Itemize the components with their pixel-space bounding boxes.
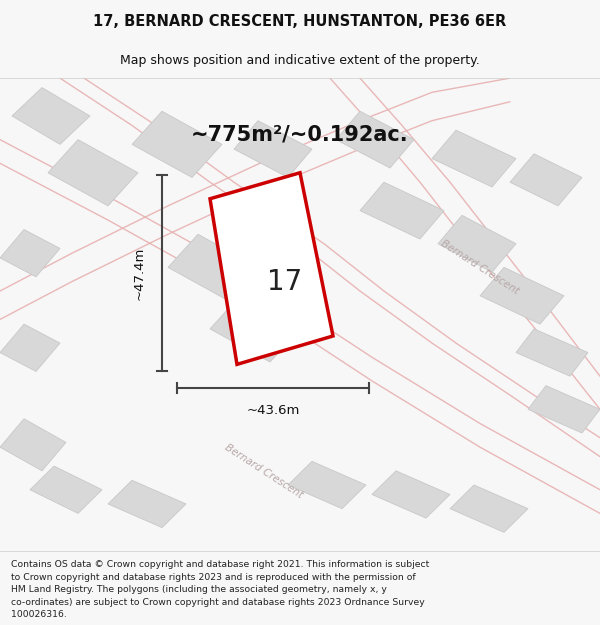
Polygon shape — [450, 485, 528, 532]
Polygon shape — [510, 154, 582, 206]
Text: ~47.4m: ~47.4m — [133, 247, 146, 300]
Text: Map shows position and indicative extent of the property.: Map shows position and indicative extent… — [120, 54, 480, 68]
Text: 17: 17 — [268, 268, 302, 296]
Polygon shape — [48, 139, 138, 206]
Polygon shape — [168, 234, 258, 301]
Text: Contains OS data © Crown copyright and database right 2021. This information is : Contains OS data © Crown copyright and d… — [11, 560, 429, 619]
Polygon shape — [30, 466, 102, 513]
Polygon shape — [528, 386, 600, 433]
Polygon shape — [132, 111, 222, 178]
Text: Bernard Crescent: Bernard Crescent — [223, 442, 305, 500]
Polygon shape — [12, 88, 90, 144]
Text: ~775m²/~0.192ac.: ~775m²/~0.192ac. — [191, 125, 409, 145]
Text: ~43.6m: ~43.6m — [247, 404, 299, 418]
Polygon shape — [360, 182, 444, 239]
Text: 17, BERNARD CRESCENT, HUNSTANTON, PE36 6ER: 17, BERNARD CRESCENT, HUNSTANTON, PE36 6… — [94, 14, 506, 29]
Polygon shape — [0, 229, 60, 277]
Polygon shape — [108, 480, 186, 528]
Text: Bernard Crescent: Bernard Crescent — [439, 238, 521, 296]
Polygon shape — [516, 329, 588, 376]
Polygon shape — [372, 471, 450, 518]
Polygon shape — [210, 173, 333, 364]
Polygon shape — [480, 268, 564, 324]
Polygon shape — [336, 111, 414, 168]
Polygon shape — [288, 461, 366, 509]
Polygon shape — [210, 296, 300, 362]
Polygon shape — [0, 324, 60, 371]
Polygon shape — [438, 216, 516, 272]
Polygon shape — [432, 130, 516, 187]
Polygon shape — [234, 121, 312, 177]
Polygon shape — [0, 419, 66, 471]
